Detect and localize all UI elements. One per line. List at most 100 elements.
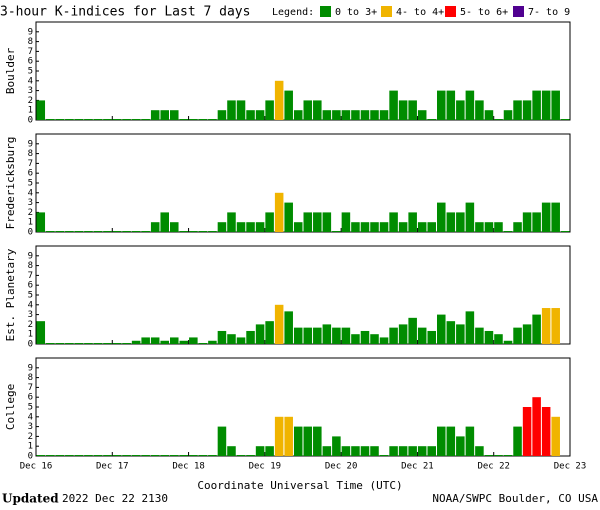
bar	[284, 416, 293, 456]
y-tick-label: 6	[28, 57, 33, 67]
bar	[417, 327, 427, 344]
bar	[484, 110, 494, 120]
bar	[513, 222, 522, 232]
bar	[189, 231, 198, 232]
bar	[322, 446, 332, 456]
bar	[74, 343, 84, 344]
bar	[227, 446, 236, 456]
bar	[303, 327, 313, 344]
y-tick-label: 3	[28, 86, 33, 96]
bar	[408, 317, 417, 344]
bar	[379, 222, 389, 232]
bar	[236, 222, 246, 232]
bar	[208, 119, 217, 120]
y-tick-label: 8	[28, 261, 33, 271]
bar	[398, 324, 408, 344]
bar	[322, 324, 332, 344]
bar	[313, 212, 322, 232]
y-tick-label: 5	[28, 67, 33, 77]
bar	[446, 90, 456, 120]
bar	[93, 119, 103, 120]
x-tick-label: Dec 19	[249, 462, 282, 472]
bar	[408, 212, 417, 232]
bar	[189, 119, 198, 120]
bar	[112, 455, 122, 456]
bar	[112, 343, 122, 344]
bar	[198, 343, 208, 344]
bar	[465, 202, 475, 232]
bar	[179, 340, 189, 344]
bar	[370, 446, 379, 456]
bar	[217, 330, 227, 344]
bar	[513, 426, 522, 456]
bar	[360, 330, 370, 344]
bar	[36, 455, 46, 456]
y-tick-label: 8	[28, 373, 33, 383]
bar	[103, 231, 112, 232]
bar	[46, 455, 55, 456]
legend-label: 5- to 6+	[460, 7, 508, 18]
bar	[446, 321, 456, 344]
bar	[389, 90, 398, 120]
bar	[208, 340, 217, 344]
bar	[141, 119, 150, 120]
bar	[103, 119, 112, 120]
bar	[322, 110, 332, 120]
bar	[360, 110, 370, 120]
bar	[227, 100, 236, 120]
bar	[379, 455, 389, 456]
bar	[303, 212, 313, 232]
bar	[417, 446, 427, 456]
bar	[84, 455, 93, 456]
legend-title: Legend:	[272, 7, 314, 18]
bar	[284, 311, 293, 344]
bar	[122, 231, 131, 232]
y-tick-label: 2	[28, 432, 33, 442]
bar	[46, 119, 55, 120]
bar	[131, 340, 141, 344]
bar	[293, 426, 303, 456]
bar	[65, 119, 74, 120]
bar	[246, 330, 255, 344]
bar	[427, 330, 436, 344]
bar	[351, 334, 360, 344]
bar	[494, 119, 503, 120]
bar	[437, 202, 446, 232]
bar	[456, 324, 465, 344]
bar	[74, 231, 84, 232]
bar	[55, 119, 65, 120]
bar	[160, 110, 169, 120]
bar	[551, 416, 560, 456]
y-tick-label: 1	[28, 218, 33, 228]
bar	[122, 119, 131, 120]
bar	[332, 231, 341, 232]
bar	[522, 324, 532, 344]
bar	[341, 446, 351, 456]
bar	[284, 90, 293, 120]
y-tick-label: 3	[28, 310, 33, 320]
bar	[484, 455, 494, 456]
bar	[389, 212, 398, 232]
bar	[351, 446, 360, 456]
bar	[198, 455, 208, 456]
bar	[494, 455, 503, 456]
bar	[84, 119, 93, 120]
bar	[131, 119, 141, 120]
bar	[208, 231, 217, 232]
bar	[74, 119, 84, 120]
bar	[541, 90, 551, 120]
bar	[475, 222, 484, 232]
bar	[84, 231, 93, 232]
bar	[370, 222, 379, 232]
bar	[293, 110, 303, 120]
bar	[313, 426, 322, 456]
y-tick-label: 0	[28, 452, 33, 462]
bar	[351, 222, 360, 232]
bar	[160, 340, 169, 344]
bar	[293, 222, 303, 232]
bar	[427, 119, 436, 120]
bar	[437, 90, 446, 120]
bar	[170, 337, 179, 344]
bar	[475, 446, 484, 456]
